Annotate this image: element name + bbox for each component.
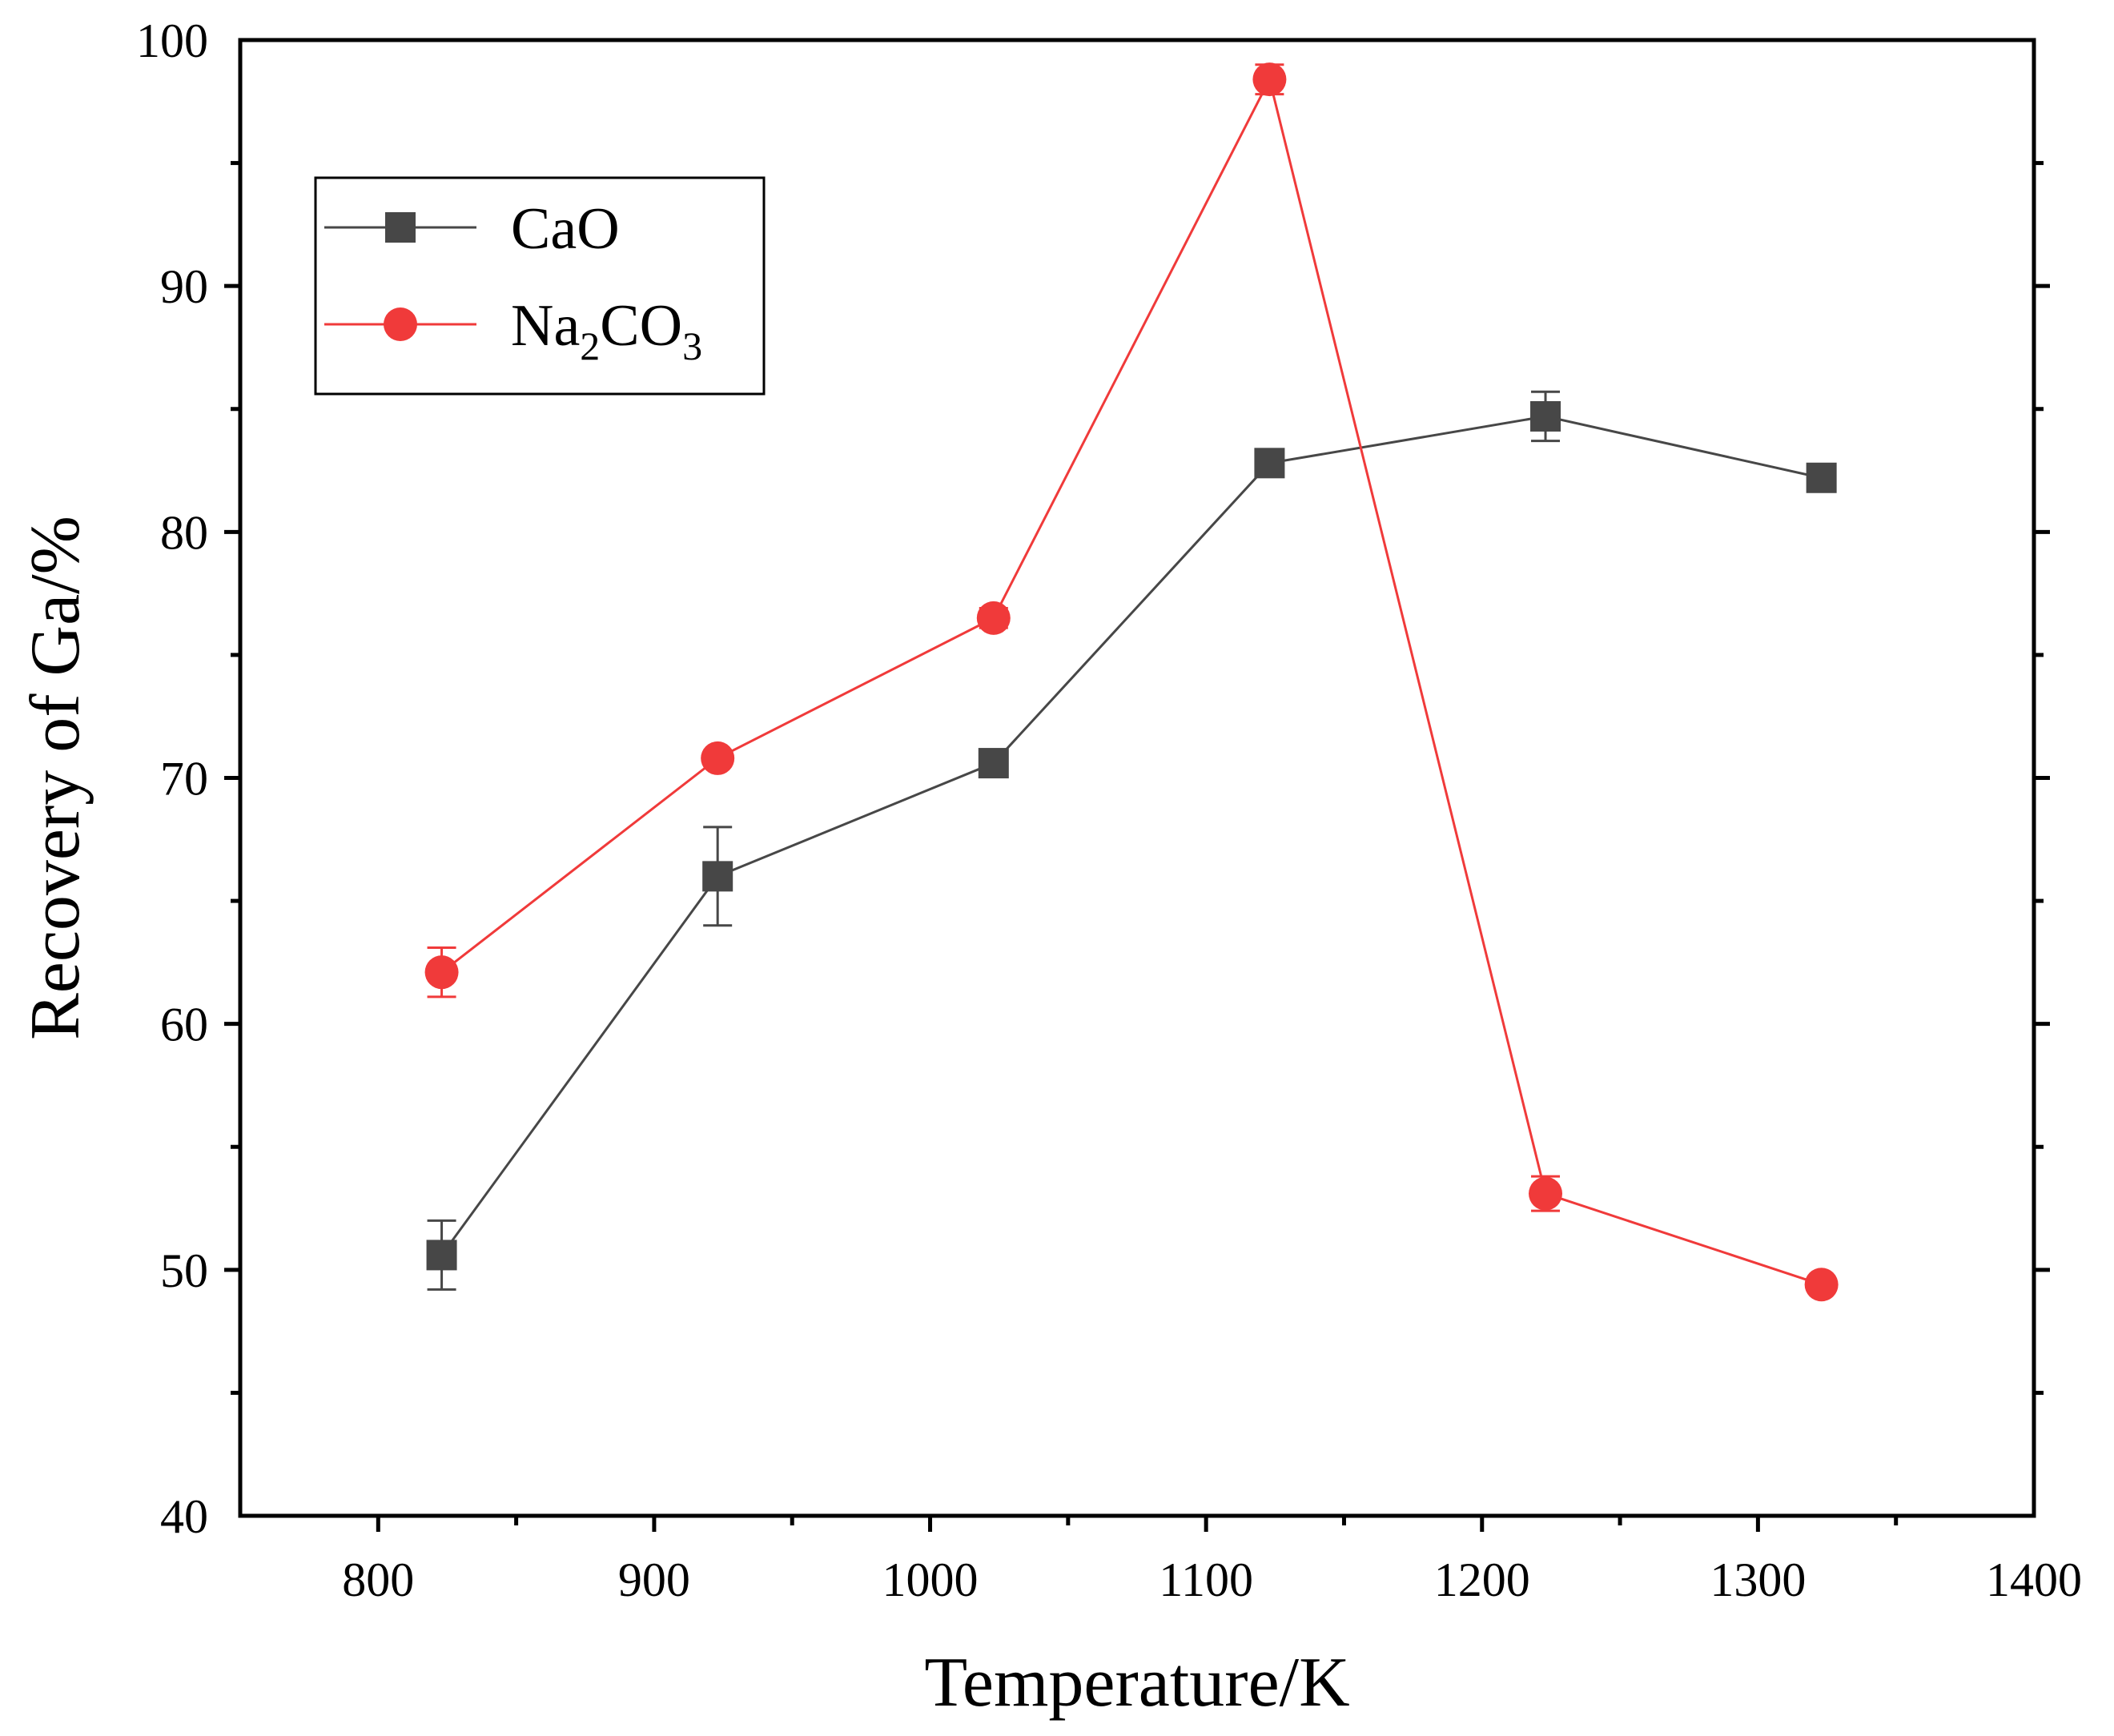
legend-label-subscript: 2 bbox=[580, 323, 600, 368]
x-tick-label: 1200 bbox=[1434, 1553, 1530, 1606]
y-axis-title: Recovery of Ga/% bbox=[17, 516, 94, 1040]
legend-label-part: CO bbox=[600, 293, 682, 359]
data-point-na2co3 bbox=[1804, 1268, 1839, 1302]
y-tick-label: 60 bbox=[160, 999, 208, 1051]
data-point-cao bbox=[1806, 462, 1837, 493]
legend-label-subscript: 3 bbox=[682, 323, 702, 368]
series-line-na2co3 bbox=[440, 75, 1823, 1286]
data-point-na2co3 bbox=[1529, 1176, 1563, 1211]
data-point-cao bbox=[426, 1240, 457, 1271]
y-tick-label: 80 bbox=[160, 506, 208, 559]
y-tick-label: 50 bbox=[160, 1244, 208, 1297]
x-tick-label: 1000 bbox=[882, 1553, 979, 1606]
legend-marker-cao bbox=[385, 212, 416, 243]
x-tick-label: 900 bbox=[618, 1553, 690, 1606]
plot-frame bbox=[238, 38, 2036, 1518]
data-point-na2co3 bbox=[976, 601, 1011, 635]
y-tick-label: 100 bbox=[136, 14, 208, 67]
legend-label-cao: CaO bbox=[511, 196, 620, 262]
data-point-na2co3 bbox=[1252, 62, 1287, 97]
y-tick-label: 90 bbox=[160, 260, 208, 313]
data-point-cao bbox=[702, 861, 733, 892]
x-tick-label: 800 bbox=[342, 1553, 414, 1606]
x-tick-label: 1100 bbox=[1159, 1553, 1253, 1606]
data-point-cao bbox=[1530, 400, 1561, 432]
series-layer bbox=[424, 62, 1839, 1302]
data-point-na2co3 bbox=[424, 955, 459, 990]
legend-label-main: Na bbox=[511, 293, 580, 359]
x-axis-title: Temperature/K bbox=[924, 1644, 1349, 1722]
legend: CaO Na2CO3 bbox=[314, 176, 766, 396]
legend-label-na2co3: Na2CO3 bbox=[511, 293, 702, 368]
y-tick-label: 40 bbox=[160, 1490, 208, 1543]
series-na2co3 bbox=[424, 62, 1839, 1302]
x-tick-label: 1300 bbox=[1710, 1553, 1806, 1606]
y-tick-label: 70 bbox=[160, 753, 208, 806]
data-point-na2co3 bbox=[701, 741, 735, 775]
series-cao bbox=[426, 390, 1837, 1291]
legend-item-na2co3: Na2CO3 bbox=[324, 293, 702, 368]
legend-label-main: CaO bbox=[511, 196, 620, 262]
data-point-cao bbox=[978, 748, 1009, 779]
legend-item-cao: CaO bbox=[324, 196, 620, 262]
axes: 800 900 1000 1100 1200 1300 1400 40 50 60 70 80 90 10… bbox=[136, 14, 2082, 1606]
data-point-cao bbox=[1254, 448, 1285, 479]
x-tick-label: 1400 bbox=[1986, 1553, 2082, 1606]
series-line-cao bbox=[440, 415, 1822, 1256]
legend-marker-na2co3 bbox=[384, 307, 417, 341]
